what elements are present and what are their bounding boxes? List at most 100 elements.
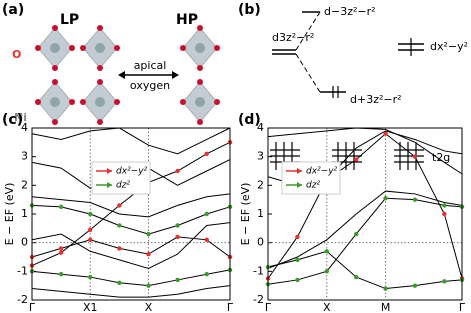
annotation: oxygen	[130, 79, 170, 92]
band	[31, 269, 231, 287]
y-tick-label: 1	[257, 207, 264, 220]
band-marker	[295, 277, 300, 283]
band-marker	[295, 257, 300, 263]
x-tick-label: Γ	[265, 301, 272, 313]
level-label: d+3z²−r²	[350, 93, 402, 106]
band	[31, 285, 231, 298]
arrow-head	[118, 71, 125, 79]
band-marker	[442, 211, 447, 217]
band-marker	[412, 283, 418, 288]
y-tick-label: -2	[17, 293, 28, 306]
panel-label: (c)	[2, 112, 23, 128]
band-marker	[58, 204, 64, 210]
band-marker	[88, 211, 93, 217]
band-marker	[175, 277, 180, 283]
band-marker	[442, 203, 447, 208]
y-tick-label: 2	[257, 178, 264, 191]
o-label: O	[12, 48, 21, 61]
legend-label: dz²	[306, 181, 320, 191]
band-marker	[175, 234, 180, 240]
lp-label: LP	[60, 12, 79, 28]
panel-label: (b)	[238, 2, 261, 18]
legend-box	[281, 161, 341, 195]
band-marker	[412, 197, 418, 202]
legend-swatch	[297, 168, 302, 174]
band	[267, 197, 463, 285]
band-marker	[88, 274, 93, 280]
band-marker	[204, 272, 209, 277]
band-marker	[353, 274, 359, 280]
legend-label: dz²	[116, 181, 130, 191]
y-tick-label: -1	[17, 264, 28, 277]
band-marker	[383, 286, 388, 291]
spin-arrows	[332, 38, 412, 98]
band-marker	[88, 237, 93, 242]
panel-a: (a) LP HP O Ni apical oxygen	[2, 2, 220, 125]
y-axis-label: E − EF (eV)	[239, 183, 252, 246]
band-marker	[117, 246, 122, 251]
arrow-head	[172, 71, 179, 79]
band-marker	[146, 283, 151, 288]
band-marker	[117, 280, 122, 285]
x-tick-label: Γ	[29, 301, 36, 313]
band	[31, 222, 231, 270]
band-marker	[383, 196, 388, 201]
band-marker	[204, 151, 209, 156]
band-marker	[324, 249, 329, 254]
band-marker	[353, 231, 359, 237]
band-marker	[146, 231, 151, 237]
y-tick-label: 3	[21, 150, 28, 163]
band-marker	[58, 272, 64, 277]
band	[31, 204, 231, 235]
band	[267, 190, 463, 269]
band-marker	[58, 246, 64, 251]
band-marker	[442, 279, 447, 284]
band	[31, 236, 231, 258]
y-tick-label: 0	[21, 236, 28, 249]
frame	[267, 127, 463, 301]
annotation: apical	[134, 59, 167, 72]
x-tick-label: X1	[83, 301, 98, 313]
frame	[31, 127, 231, 301]
band-marker	[146, 251, 151, 257]
band-marker	[117, 203, 122, 208]
band	[31, 127, 231, 155]
x-tick-label: Γ	[459, 301, 466, 313]
oxygen-atoms	[35, 25, 220, 125]
nickel-atoms	[50, 43, 205, 107]
ni-label: Ni	[14, 111, 27, 124]
y-tick-label: 4	[21, 121, 28, 134]
connector	[295, 11, 321, 93]
level-label: dx²−y²	[430, 40, 468, 53]
x-tick-label: Γ	[227, 301, 234, 313]
y-tick-label: 1	[21, 207, 28, 220]
band	[267, 127, 463, 175]
hp-label: HP	[176, 12, 198, 28]
x-tick-label: X	[145, 301, 153, 313]
t2g-levels	[270, 142, 424, 170]
level-label: d3z²−r²	[272, 31, 314, 44]
band-marker	[353, 157, 359, 162]
band	[31, 193, 231, 218]
legend-swatch	[107, 182, 112, 188]
band-marker	[204, 237, 209, 242]
y-axis-label: E − EF (eV)	[3, 183, 16, 246]
band	[267, 250, 463, 290]
legend-label: dx²−y²	[116, 167, 148, 177]
panel-label: (a)	[2, 2, 24, 18]
legend-label: dx²−y²	[306, 167, 338, 177]
y-tick-label: -1	[253, 264, 264, 277]
band-marker	[295, 234, 300, 240]
y-tick-label: 4	[257, 121, 264, 134]
panel-b: (b) d3z²−r² d−3z²−r² d+3z²−r² dx²−y² t2g	[238, 2, 468, 170]
y-tick-label: -2	[253, 293, 264, 306]
y-tick-label: 2	[21, 178, 28, 191]
y-tick-label: 0	[257, 236, 264, 249]
band-marker	[412, 154, 418, 159]
band-marker	[175, 168, 180, 174]
y-tick-label: 3	[257, 150, 264, 163]
level-label: t2g	[432, 151, 450, 164]
